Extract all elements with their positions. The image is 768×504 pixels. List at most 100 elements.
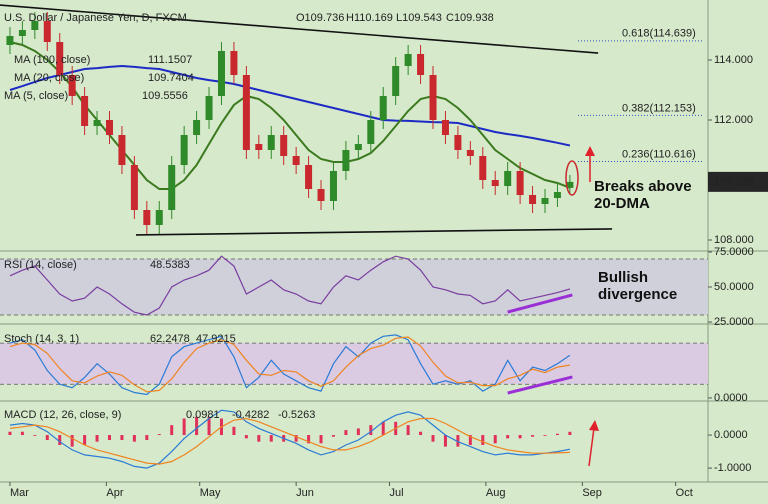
arrow-head	[585, 146, 595, 156]
histogram-bar	[481, 435, 485, 445]
histogram-bar	[107, 435, 111, 441]
histogram-bar	[555, 433, 559, 436]
legend-value: 109.7404	[148, 72, 194, 84]
annotation: divergence	[598, 286, 677, 303]
candle-body	[93, 120, 101, 126]
series-line	[9, 409, 571, 469]
ohlc-label: C109.938	[446, 12, 494, 24]
x-tick-label: May	[200, 487, 221, 499]
series-line	[9, 336, 570, 393]
histogram-bar	[344, 430, 348, 436]
y-tick-label: -1.0000	[714, 462, 751, 474]
candle-body	[329, 171, 337, 201]
histogram-bar	[406, 425, 410, 436]
histogram-bar	[307, 435, 311, 444]
candle-body	[504, 171, 512, 186]
candle-body	[68, 75, 76, 96]
candle-body	[466, 150, 474, 156]
histogram-bar	[95, 435, 99, 442]
legend-name: MA (100, close)	[14, 54, 90, 66]
candle-body	[367, 120, 375, 144]
x-tick-label: Aug	[486, 487, 506, 499]
legend-value: 47.9215	[196, 333, 236, 345]
candle-body	[553, 192, 561, 198]
fib-label: 0.618(114.639)	[622, 28, 696, 40]
candle-body	[168, 165, 176, 210]
legend-value: 0.0981	[186, 409, 220, 421]
histogram-bar	[70, 435, 74, 447]
legend-name: MA (5, close)	[4, 90, 68, 102]
series-line	[9, 255, 571, 316]
histogram-bar	[132, 435, 136, 442]
candle-body	[292, 156, 300, 165]
highlight-ellipse	[565, 160, 579, 196]
candle-body	[392, 66, 400, 96]
candle-body	[255, 144, 263, 150]
candle-body	[18, 30, 26, 36]
panel-title: RSI (14, close)	[4, 259, 77, 271]
histogram-bar	[83, 435, 87, 445]
plot-layer: 108.000 112.000 114.000 0.618(114.639) 0.382…	[0, 4, 768, 499]
histogram-bar	[20, 431, 24, 436]
histogram-bar	[381, 421, 385, 436]
candle-body	[342, 150, 350, 171]
candle-body	[566, 181, 574, 188]
legend-value: -0.5263	[278, 409, 315, 421]
candle-body	[516, 171, 524, 195]
ohlc-label: H110.169	[346, 12, 393, 24]
candle-body	[56, 42, 64, 75]
candle-body	[143, 210, 151, 225]
panel-title: MACD (12, 26, close, 9)	[4, 409, 121, 421]
candle-body	[441, 120, 449, 135]
histogram-bar	[294, 435, 298, 442]
y-tick-label: 112.000	[714, 114, 753, 126]
histogram-bar	[244, 435, 248, 439]
arrow-head	[589, 420, 599, 431]
histogram-bar	[518, 435, 522, 439]
histogram-bar	[58, 435, 62, 445]
candle-body	[417, 54, 425, 75]
y-tick-label: 75.0000	[714, 246, 754, 258]
histogram-bar	[493, 435, 497, 444]
candle-body	[354, 144, 362, 150]
histogram-bar	[45, 435, 49, 441]
candle-body	[242, 75, 250, 150]
candle-body	[155, 210, 163, 225]
candle-body	[317, 189, 325, 201]
candle-body	[541, 198, 549, 204]
histogram-bar	[506, 435, 510, 439]
candle-body	[429, 75, 437, 120]
histogram-bar	[232, 426, 236, 436]
histogram-bar	[170, 425, 174, 436]
candle-body	[130, 165, 138, 210]
histogram-bar	[182, 418, 186, 436]
panel-title: Stoch (14, 3, 1)	[4, 333, 79, 345]
y-tick-label: 114.000	[714, 54, 753, 66]
candle-body	[479, 156, 487, 180]
series-line	[9, 417, 570, 465]
histogram-bar	[456, 435, 460, 447]
x-tick-label: Mar	[10, 487, 29, 499]
ohlc-label: O109.736	[296, 12, 344, 24]
legend-value: 62.2478	[150, 333, 190, 345]
histogram-bar	[431, 435, 435, 442]
candle-body	[31, 21, 39, 30]
histogram-bar	[207, 416, 211, 436]
legend-value: 111.1507	[148, 54, 192, 66]
histogram-bar	[331, 435, 335, 437]
histogram-bar	[319, 435, 323, 444]
histogram-bar	[8, 431, 12, 436]
ohlc-label: L109.543	[396, 12, 442, 24]
annotation: Bullish	[598, 269, 648, 286]
fib-label: 0.236(110.616)	[622, 148, 696, 160]
y-tick-label: 108.000	[714, 234, 754, 246]
legend-value: -0.4282	[232, 409, 269, 421]
band-fill	[0, 343, 708, 385]
candle-body	[379, 96, 387, 120]
candle-body	[6, 36, 14, 45]
histogram-bar	[356, 428, 360, 436]
y-tick-label: 0.0000	[714, 429, 748, 441]
trendline	[135, 228, 613, 236]
candle-body	[267, 135, 275, 150]
